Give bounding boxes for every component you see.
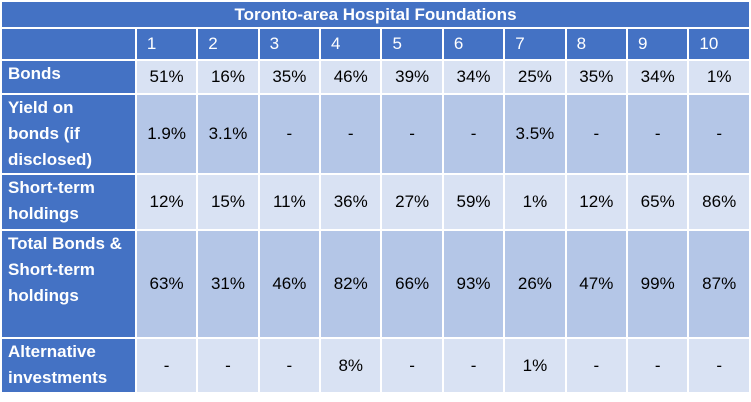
row-label: Bonds [0, 59, 137, 95]
table-cell: 15% [196, 173, 260, 231]
row-label: Short-term holdings [0, 173, 137, 231]
table-cell: - [319, 93, 383, 175]
column-header: 9 [625, 27, 690, 61]
table-cell: - [257, 93, 322, 175]
table-cell: - [380, 337, 444, 394]
table-cell: 63% [134, 229, 199, 339]
table-cell: 27% [380, 173, 444, 231]
table-row-bonds: Bonds 51% 16% 35% 46% 39% 34% 25% 35% 34… [0, 59, 751, 95]
table-cell: 82% [319, 229, 383, 339]
table-cell: 36% [319, 173, 383, 231]
table-cell: 12% [564, 173, 629, 231]
table-cell: 3.1% [196, 93, 260, 175]
table-cell: - [196, 337, 260, 394]
table-row-alternative: Alternative investments - - - 8% - - 1% … [0, 337, 751, 394]
table-cell: - [380, 93, 444, 175]
column-header: 1 [134, 27, 199, 61]
table-cell: 1.9% [134, 93, 199, 175]
table-cell: - [625, 93, 690, 175]
table-cell: 35% [257, 59, 322, 95]
column-header: 4 [319, 27, 383, 61]
table-cell: - [564, 93, 629, 175]
table-cell: 99% [625, 229, 690, 339]
header-corner [0, 27, 137, 61]
table-row-yield: Yield on bonds (if disclosed) 1.9% 3.1% … [0, 93, 751, 175]
table-row-short-term: Short-term holdings 12% 15% 11% 36% 27% … [0, 173, 751, 231]
table-cell: 59% [441, 173, 506, 231]
table-cell: 34% [625, 59, 690, 95]
title-row: Toronto-area Hospital Foundations [0, 0, 751, 29]
column-header: 2 [196, 27, 260, 61]
table-cell: 34% [441, 59, 506, 95]
table-cell: 46% [319, 59, 383, 95]
table-cell: - [441, 93, 506, 175]
table-cell: 93% [441, 229, 506, 339]
column-header: 6 [441, 27, 506, 61]
table-cell: 35% [564, 59, 629, 95]
table-cell: 39% [380, 59, 444, 95]
table-cell: 65% [625, 173, 690, 231]
table-cell: 16% [196, 59, 260, 95]
table-cell: 46% [257, 229, 322, 339]
table-cell: - [134, 337, 199, 394]
table-cell: - [687, 93, 751, 175]
column-header: 10 [687, 27, 751, 61]
table-row-total: Total Bonds & Short-term holdings 63% 31… [0, 229, 751, 339]
table-cell: 1% [687, 59, 751, 95]
table-cell: 12% [134, 173, 199, 231]
row-label: Total Bonds & Short-term holdings [0, 229, 137, 339]
column-header: 7 [503, 27, 567, 61]
table-cell: 26% [503, 229, 567, 339]
table-cell: 3.5% [503, 93, 567, 175]
table-cell: - [687, 337, 751, 394]
column-header-row: 1 2 3 4 5 6 7 8 9 10 [0, 27, 751, 61]
table-cell: 51% [134, 59, 199, 95]
table-title: Toronto-area Hospital Foundations [0, 0, 751, 29]
table-cell: 86% [687, 173, 751, 231]
row-label: Alternative investments [0, 337, 137, 394]
table-cell: 25% [503, 59, 567, 95]
table-cell: 1% [503, 337, 567, 394]
table-cell: - [564, 337, 629, 394]
table-cell: 47% [564, 229, 629, 339]
table-cell: 1% [503, 173, 567, 231]
table-cell: - [257, 337, 322, 394]
table-cell: 11% [257, 173, 322, 231]
table-cell: 66% [380, 229, 444, 339]
table-cell: 31% [196, 229, 260, 339]
table-cell: 8% [319, 337, 383, 394]
column-header: 8 [564, 27, 629, 61]
table-cell: - [441, 337, 506, 394]
table-cell: - [625, 337, 690, 394]
column-header: 3 [257, 27, 322, 61]
table-cell: 87% [687, 229, 751, 339]
row-label: Yield on bonds (if disclosed) [0, 93, 137, 175]
column-header: 5 [380, 27, 444, 61]
